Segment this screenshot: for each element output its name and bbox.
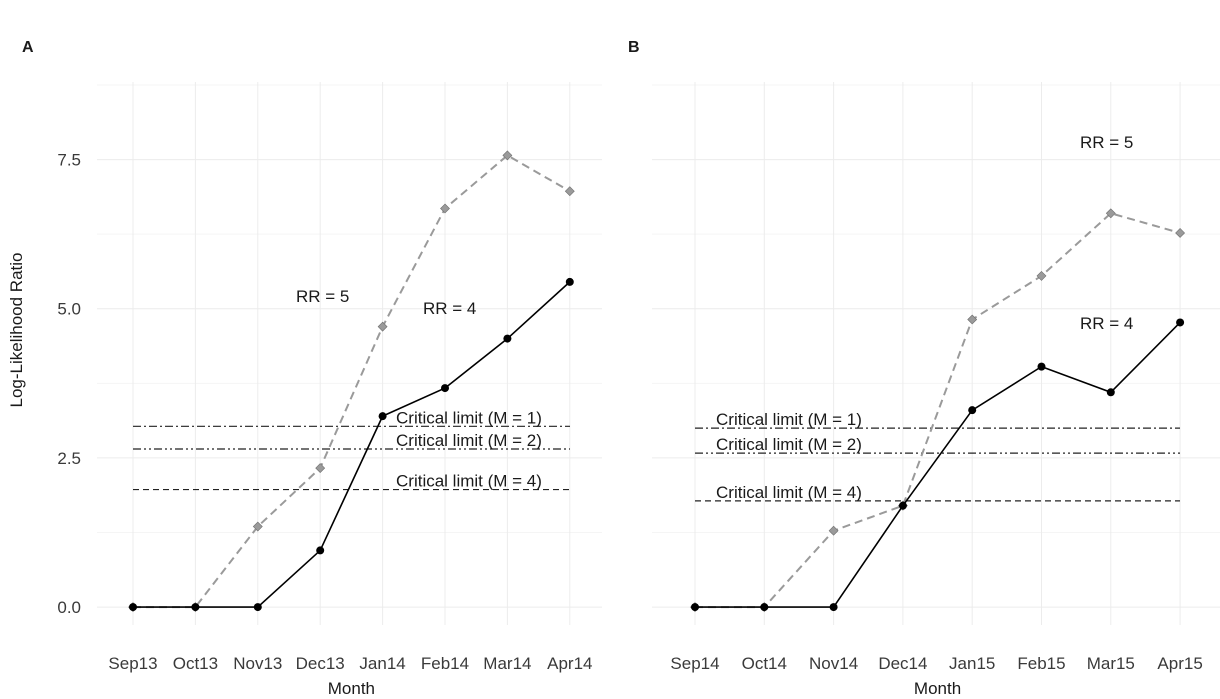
x-tick-label: Sep13: [108, 654, 157, 673]
series-label: RR = 5: [1080, 133, 1133, 152]
x-tick-label: Dec14: [878, 654, 927, 673]
panel-a: A 0.0 2.5 5.0 7.5 Sep13 Oct13 Nov13 Dec13 Jan14 Fe…: [7, 39, 602, 698]
data-point: [1036, 271, 1047, 281]
x-tick-label: Nov14: [809, 654, 858, 673]
x-tick-label: Nov13: [233, 654, 282, 673]
data-point: [378, 412, 387, 421]
data-point: [502, 150, 513, 161]
x-tick-label: Feb14: [421, 654, 469, 673]
critical-limit-label: Critical limit (M = 4): [396, 472, 542, 491]
grid: [652, 82, 1220, 625]
data-point: [253, 603, 262, 612]
data-point: [1175, 228, 1186, 238]
y-tick-label: 7.5: [57, 151, 81, 170]
y-tick-label: 2.5: [57, 449, 81, 468]
x-tick-label: Oct13: [173, 654, 218, 673]
y-axis-title: Log-Likelihood Ratio: [7, 253, 26, 408]
x-tick-label: Apr14: [547, 654, 592, 673]
x-axis-title: Month: [328, 679, 375, 698]
series-label: RR = 5: [296, 287, 349, 306]
x-tick-label: Mar15: [1087, 654, 1135, 673]
y-tick-label: 0.0: [57, 598, 81, 617]
data-point: [191, 603, 200, 612]
data-point: [441, 384, 449, 393]
data-point: [828, 525, 839, 536]
critical-limit-label: Critical limit (M = 2): [716, 435, 862, 454]
panel-label: A: [22, 39, 34, 56]
x-tick-label: Sep14: [670, 654, 719, 673]
data-point: [503, 334, 512, 343]
panel-b: B Sep14 Oct14 Nov14 Dec14 Jan15 Feb15 Mar15 Apr1…: [628, 39, 1220, 698]
critical-limit-label: Critical limit (M = 1): [716, 410, 862, 429]
x-tick-label: Feb15: [1017, 654, 1065, 673]
series-line: [133, 154, 571, 609]
grid: [97, 82, 602, 625]
series-line: [695, 212, 1181, 609]
critical-limit-label: Critical limit (M = 1): [396, 408, 542, 427]
data-point: [1106, 388, 1115, 397]
data-point: [252, 521, 263, 532]
data-point: [1105, 208, 1116, 219]
data-point: [440, 203, 450, 214]
data-point: [691, 603, 699, 612]
series-label: RR = 4: [1080, 314, 1133, 333]
series-label: RR = 4: [423, 299, 476, 318]
data-point: [315, 463, 326, 473]
x-tick-label: Jan15: [949, 654, 995, 673]
critical-limit-label: Critical limit (M = 2): [396, 431, 542, 450]
x-tick-label: Mar14: [483, 654, 531, 673]
data-point: [968, 406, 977, 415]
data-point: [565, 277, 574, 286]
data-point: [760, 603, 769, 612]
panel-label: B: [628, 39, 640, 56]
data-point: [967, 314, 978, 325]
data-point: [564, 186, 575, 197]
data-point: [377, 321, 388, 332]
series-line: [695, 321, 1181, 608]
x-tick-label: Oct14: [742, 654, 787, 673]
data-point: [1176, 318, 1185, 327]
data-point: [1037, 362, 1046, 371]
data-point: [829, 603, 838, 612]
data-point: [898, 501, 907, 510]
x-axis-title: Month: [914, 679, 961, 698]
y-tick-label: 5.0: [57, 300, 81, 319]
x-tick-label: Apr15: [1157, 654, 1202, 673]
series-line: [133, 281, 571, 608]
x-tick-label: Jan14: [359, 654, 405, 673]
data-point: [316, 546, 325, 555]
critical-limit-label: Critical limit (M = 4): [716, 483, 862, 502]
x-tick-label: Dec13: [296, 654, 345, 673]
data-point: [129, 603, 137, 612]
